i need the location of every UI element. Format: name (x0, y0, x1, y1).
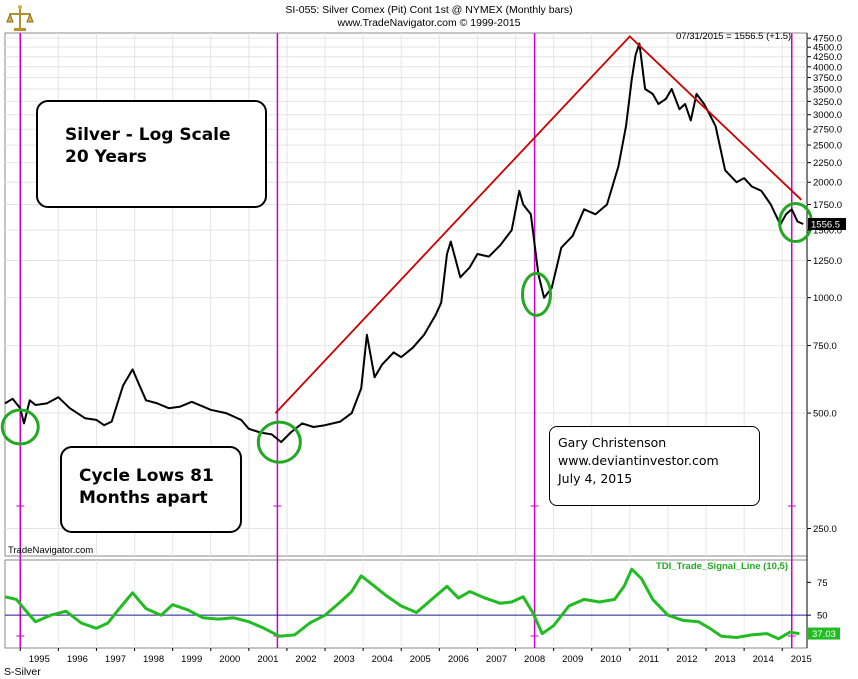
indicator-title: TDI_Trade_Signal_Line (10,5) (656, 561, 788, 572)
last-price-label: 1556.5 (811, 219, 840, 230)
silver-price-line (4, 42, 804, 444)
price-tick-label: 250.0 (813, 524, 837, 535)
year-tick-label: 2014 (753, 654, 774, 665)
cycle-low-circle (256, 420, 302, 464)
year-tick-label: 2006 (448, 654, 469, 665)
cycle-lines (16, 33, 796, 648)
indicator-tick-label: 50 (817, 611, 828, 622)
cycle-low-circle (0, 408, 40, 446)
symbol-label: S-Silver (4, 666, 41, 678)
cycle-annotation-box: Cycle Lows 81 Months apart (60, 446, 242, 533)
title-annotation-line2: 20 Years (65, 147, 147, 167)
indicator-value-label: 37.03 (812, 629, 836, 640)
credit-website: www.deviantinvestor.com (558, 453, 719, 468)
indicator-panel-frame (4, 559, 808, 649)
price-tick-label: 3500.0 (813, 85, 842, 96)
year-tick-label: 1997 (105, 654, 126, 665)
price-tick-label: 3250.0 (813, 97, 842, 108)
trend-lines (274, 35, 802, 414)
price-tick-label: 4750.0 (813, 34, 842, 45)
year-tick-label: 1995 (29, 654, 50, 665)
price-tick-label: 1750.0 (813, 200, 842, 211)
year-tick-label: 2015 (791, 654, 812, 665)
price-series (4, 42, 804, 444)
last-price-box (808, 217, 846, 230)
indicator-axis: 50 75 37.03 (807, 578, 840, 640)
indicator-value-box (808, 627, 840, 640)
cycle-circles (0, 202, 814, 464)
indicator-tick-label: 75 (817, 578, 828, 589)
price-tick-label: 2250.0 (813, 158, 842, 169)
year-tick-label: 1999 (181, 654, 202, 665)
year-tick-label: 2013 (715, 654, 736, 665)
price-tick-label: 1500.0 (813, 226, 842, 237)
year-tick-label: 2008 (524, 654, 545, 665)
year-tick-label: 2004 (372, 654, 393, 665)
year-tick-label: 2000 (219, 654, 240, 665)
last-price-readout: 07/31/2015 = 1556.5 (+1.5) (676, 31, 792, 42)
chart-title: SI-055: Silver Comex (Pit) Cont 1st @ NY… (285, 4, 573, 16)
price-tick-label: 3750.0 (813, 73, 842, 84)
cycle-annotation-line2: Months apart (79, 488, 208, 508)
price-tick-label: 4500.0 (813, 43, 842, 54)
price-tick-label: 500.0 (813, 409, 837, 420)
year-tick-label: 2011 (639, 654, 659, 665)
price-tick-label: 2500.0 (813, 141, 842, 152)
title-annotation-box: Silver - Log Scale 20 Years (36, 100, 267, 208)
watermark-label: TradeNavigator.com (8, 545, 94, 556)
year-tick-label: 2005 (410, 654, 431, 665)
year-tick-label: 2001 (257, 654, 278, 665)
price-tick-label: 3000.0 (813, 110, 842, 121)
year-tick-label: 2010 (600, 654, 621, 665)
price-tick-label: 1250.0 (813, 256, 842, 267)
chart-subtitle: www.TradeNavigator.com © 1999-2015 (337, 17, 521, 29)
indicator-line (4, 567, 800, 641)
credit-annotation-box: Gary Christenson www.deviantinvestor.com… (549, 426, 760, 506)
year-tick-label: 2002 (295, 654, 316, 665)
trend-line (274, 35, 802, 414)
credit-date: July 4, 2015 (558, 471, 633, 486)
price-tick-label: 2750.0 (813, 125, 842, 136)
indicator-series (4, 567, 807, 641)
year-tick-label: 2003 (334, 654, 355, 665)
year-tick-label: 2007 (486, 654, 507, 665)
year-tick-label: 2012 (676, 654, 697, 665)
price-tick-label: 4250.0 (813, 52, 842, 63)
year-tick-label: 1996 (67, 654, 88, 665)
price-tick-label: 4000.0 (813, 62, 842, 73)
cycle-low-circle (520, 271, 552, 317)
price-tick-label: 750.0 (813, 341, 837, 352)
credit-author: Gary Christenson (558, 435, 667, 450)
cycle-annotation-line1: Cycle Lows 81 (79, 466, 214, 486)
price-axis: 250.0 500.0 750.0 1000.0 1250.0 1500.0 1750.0 2… (807, 34, 846, 535)
year-tick-label: 1998 (143, 654, 164, 665)
title-annotation-line1: Silver - Log Scale (65, 125, 231, 145)
time-axis: 1995 1996 1997 1998 1999 2000 2001 2002 2003 2004… (19, 648, 812, 665)
year-tick-label: 2009 (562, 654, 583, 665)
price-tick-label: 1000.0 (813, 293, 842, 304)
price-tick-label: 2000.0 (813, 178, 842, 189)
trade-navigator-logo-icon (6, 5, 34, 31)
